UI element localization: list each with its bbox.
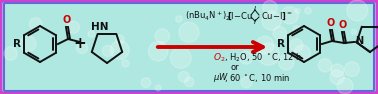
Circle shape [76,42,88,53]
Circle shape [20,36,36,52]
Circle shape [141,78,151,88]
Circle shape [67,21,79,33]
Circle shape [279,55,294,70]
Circle shape [351,30,356,34]
Text: N: N [355,36,363,46]
Text: O: O [339,20,347,30]
Circle shape [115,35,124,44]
Text: $\it{\mu W}$: $\it{\mu W}$ [213,72,229,85]
Text: R: R [277,39,285,49]
Circle shape [330,70,344,84]
Text: , 60 $^\circ$C, 10 min: , 60 $^\circ$C, 10 min [224,72,291,84]
Text: $\mathit{O}_2$: $\mathit{O}_2$ [213,52,226,64]
Circle shape [262,0,277,15]
Circle shape [256,36,274,54]
Text: +: + [74,36,87,52]
Text: R: R [13,39,21,49]
Circle shape [347,0,368,21]
Circle shape [295,9,300,13]
Circle shape [102,45,113,56]
Circle shape [110,41,129,59]
Circle shape [29,18,42,30]
Text: I: I [254,19,256,25]
Circle shape [290,39,303,52]
Text: O: O [327,18,335,28]
Circle shape [293,26,300,33]
Circle shape [122,60,129,67]
Circle shape [4,47,17,60]
Text: Cu$-$I$\mathbf{]}^=$: Cu$-$I$\mathbf{]}^=$ [261,10,293,22]
Circle shape [239,51,253,64]
Text: I: I [254,6,256,12]
Text: (nBu$_4$N$^+$)$_2$: (nBu$_4$N$^+$)$_2$ [185,9,231,23]
FancyArrowPatch shape [158,42,263,52]
Circle shape [155,85,161,91]
Circle shape [337,78,353,94]
Circle shape [318,59,332,72]
Circle shape [185,77,194,87]
Text: O: O [63,15,71,25]
Circle shape [149,42,168,61]
Circle shape [273,27,286,40]
Circle shape [331,64,344,77]
Circle shape [281,6,299,24]
Circle shape [176,16,182,22]
Circle shape [262,11,281,30]
Circle shape [179,22,199,42]
Circle shape [170,48,191,68]
Circle shape [257,43,279,65]
Circle shape [294,45,310,61]
Circle shape [178,71,189,82]
Text: or: or [231,64,239,72]
Circle shape [305,8,311,14]
Text: , H$_2$O, 50 $^\circ$C, 12 h: , H$_2$O, 50 $^\circ$C, 12 h [224,52,302,64]
Text: $\mathbf{[}$I$-$Cu: $\mathbf{[}$I$-$Cu [227,10,253,22]
Circle shape [344,62,359,77]
Text: HN: HN [91,22,109,32]
Circle shape [155,29,170,43]
Circle shape [241,77,252,88]
Circle shape [88,31,95,37]
